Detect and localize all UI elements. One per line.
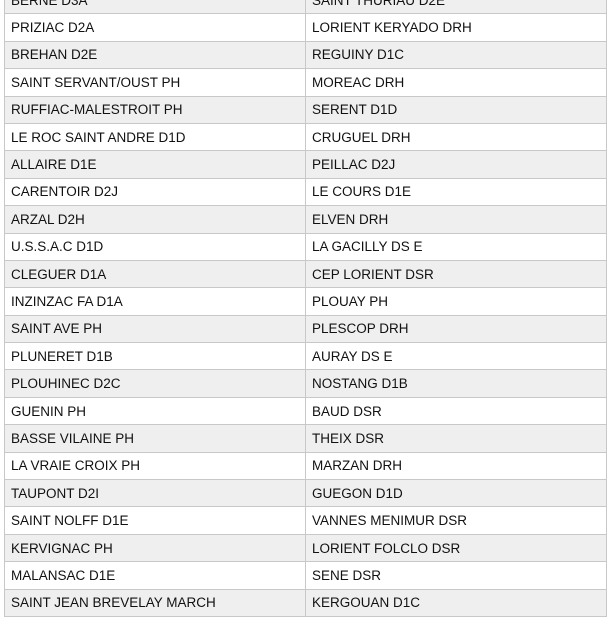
table-row: SAINT JEAN BREVELAY MARCH KERGOUAN D1C [4, 588, 607, 617]
table-row: CLEGUER D1A CEP LORIENT DSR [4, 259, 607, 289]
away-team-cell: CRUGUEL DRH [305, 122, 607, 152]
table-row: LA VRAIE CROIX PH MARZAN DRH [4, 451, 607, 481]
home-team-cell: INZINZAC FA D1A [4, 287, 306, 316]
away-team-cell: SENE DSR [305, 561, 607, 590]
away-team-cell: NOSTANG D1B [305, 369, 607, 398]
table-row: SAINT SERVANT/OUST PH MOREAC DRH [4, 68, 607, 97]
home-team-cell: PLUNERET D1B [4, 342, 306, 371]
home-team-cell: BERNE D3A [4, 0, 306, 15]
away-team-cell: REGUINY D1C [305, 40, 607, 70]
table-row: SAINT AVE PH PLESCOP DRH [4, 314, 607, 344]
home-team-cell: ARZAL D2H [4, 205, 306, 234]
table-row: TAUPONT D2I GUEGON D1D [4, 479, 607, 508]
away-team-cell: PLESCOP DRH [305, 314, 607, 344]
away-team-cell: VANNES MENIMUR DSR [305, 506, 607, 535]
table-row: BERNE D3A SAINT THURIAU D2E [4, 0, 607, 15]
home-team-cell: CARENTOIR D2J [4, 177, 306, 207]
away-team-cell: LORIENT FOLCLO DSR [305, 533, 607, 563]
table-row: CARENTOIR D2J LE COURS D1E [4, 177, 607, 207]
matches-table-container: BERNE D3A SAINT THURIAU D2E PRIZIAC D2A LOR… [4, 0, 607, 617]
table-row: LE ROC SAINT ANDRE D1D CRUGUEL DRH [4, 122, 607, 152]
home-team-cell: MALANSAC D1E [4, 561, 306, 590]
away-team-cell: THEIX DSR [305, 424, 607, 453]
home-team-cell: PLOUHINEC D2C [4, 369, 306, 398]
away-team-cell: MARZAN DRH [305, 451, 607, 481]
away-team-cell: PLOUAY PH [305, 287, 607, 316]
home-team-cell: CLEGUER D1A [4, 259, 306, 289]
home-team-cell: SAINT NOLFF D1E [4, 506, 306, 535]
home-team-cell: SAINT JEAN BREVELAY MARCH [4, 588, 306, 617]
table-row: ARZAL D2H ELVEN DRH [4, 205, 607, 234]
home-team-cell: KERVIGNAC PH [4, 533, 306, 563]
home-team-cell: SAINT SERVANT/OUST PH [4, 68, 306, 97]
table-row: KERVIGNAC PH LORIENT FOLCLO DSR [4, 533, 607, 563]
home-team-cell: GUENIN PH [4, 396, 306, 426]
home-team-cell: LA VRAIE CROIX PH [4, 451, 306, 481]
away-team-cell: LORIENT KERYADO DRH [305, 13, 607, 42]
away-team-cell: LE COURS D1E [305, 177, 607, 207]
table-row: PLOUHINEC D2C NOSTANG D1B [4, 369, 607, 398]
table-row: BASSE VILAINE PH THEIX DSR [4, 424, 607, 453]
table-row: PLUNERET D1B AURAY DS E [4, 342, 607, 371]
home-team-cell: SAINT AVE PH [4, 314, 306, 344]
table-row: ALLAIRE D1E PEILLAC D2J [4, 150, 607, 179]
home-team-cell: LE ROC SAINT ANDRE D1D [4, 122, 306, 152]
matches-table: BERNE D3A SAINT THURIAU D2E PRIZIAC D2A LOR… [4, 0, 607, 617]
table-row: PRIZIAC D2A LORIENT KERYADO DRH [4, 13, 607, 42]
away-team-cell: GUEGON D1D [305, 479, 607, 508]
home-team-cell: U.S.S.A.C D1D [4, 232, 306, 261]
table-row: SAINT NOLFF D1E VANNES MENIMUR DSR [4, 506, 607, 535]
away-team-cell: MOREAC DRH [305, 68, 607, 97]
away-team-cell: ELVEN DRH [305, 205, 607, 234]
home-team-cell: TAUPONT D2I [4, 479, 306, 508]
away-team-cell: CEP LORIENT DSR [305, 259, 607, 289]
home-team-cell: ALLAIRE D1E [4, 150, 306, 179]
away-team-cell: BAUD DSR [305, 396, 607, 426]
table-row: INZINZAC FA D1A PLOUAY PH [4, 287, 607, 316]
away-team-cell: LA GACILLY DS E [305, 232, 607, 261]
table-row: RUFFIAC-MALESTROIT PH SERENT D1D [4, 95, 607, 124]
away-team-cell: PEILLAC D2J [305, 150, 607, 179]
table-row: U.S.S.A.C D1D LA GACILLY DS E [4, 232, 607, 261]
home-team-cell: BREHAN D2E [4, 40, 306, 70]
away-team-cell: KERGOUAN D1C [305, 588, 607, 617]
home-team-cell: BASSE VILAINE PH [4, 424, 306, 453]
home-team-cell: PRIZIAC D2A [4, 13, 306, 42]
away-team-cell: AURAY DS E [305, 342, 607, 371]
table-row: GUENIN PH BAUD DSR [4, 396, 607, 426]
home-team-cell: RUFFIAC-MALESTROIT PH [4, 95, 306, 124]
table-row: BREHAN D2E REGUINY D1C [4, 40, 607, 70]
table-row: MALANSAC D1E SENE DSR [4, 561, 607, 590]
away-team-cell: SERENT D1D [305, 95, 607, 124]
away-team-cell: SAINT THURIAU D2E [305, 0, 607, 15]
